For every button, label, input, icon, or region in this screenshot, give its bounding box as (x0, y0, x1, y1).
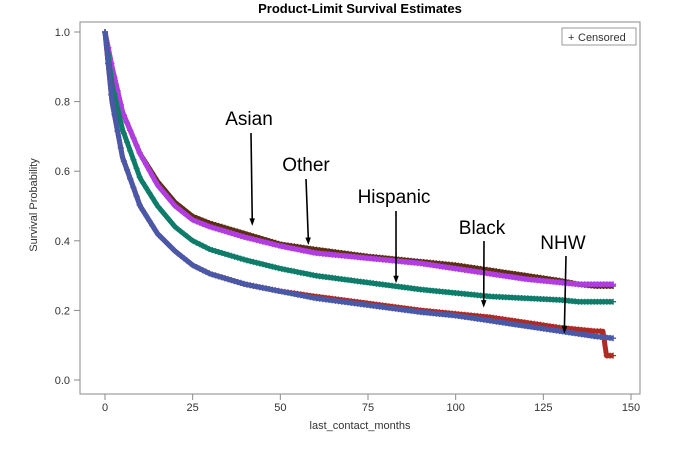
y-tick-label: 0.6 (55, 166, 70, 178)
annotation-arrow-nhw (563, 255, 567, 330)
series-hispanic (102, 29, 617, 305)
annotation-other: Other (282, 155, 330, 176)
annotation-arrowhead-other (305, 237, 311, 246)
x-tick-label: 100 (446, 402, 464, 414)
y-tick-label: 1.0 (55, 27, 70, 39)
annotation-arrow-other (305, 178, 310, 242)
annotation-black: Black (459, 218, 506, 239)
y-tick-label: 0.0 (55, 375, 70, 387)
chart-title: Product-Limit Survival Estimates (258, 1, 462, 16)
legend-label: Censored (578, 32, 626, 44)
legend: + Censored (561, 27, 637, 46)
annotation-arrowhead-asian (249, 218, 255, 226)
series-layer (102, 29, 617, 359)
annotation-asian: Asian (225, 109, 273, 130)
y-tick-label: 0.2 (55, 305, 70, 317)
censor-marks-nhw (102, 29, 617, 342)
annotation-nhw: NHW (540, 233, 585, 254)
y-tick-label: 0.4 (55, 236, 70, 248)
annotations: Asian Other Hispanic Black NHW (225, 109, 586, 334)
x-tick-label: 50 (274, 402, 286, 414)
x-tick-label: 75 (362, 402, 374, 414)
y-tick-label: 0.8 (55, 97, 70, 109)
annotation-arrowhead-nhw (561, 326, 568, 334)
x-tick-label: 150 (622, 402, 640, 414)
x-tick-label: 125 (534, 402, 552, 414)
y-axis-title: Survival Probability (28, 158, 40, 252)
axes: 0 25 50 75 100 125 150 0.0 0.2 0.4 0.6 0.8 1.0 (55, 21, 641, 414)
x-axis-title: last_contact_months (310, 420, 411, 432)
annotation-hispanic: Hispanic (358, 187, 431, 208)
plot-frame (79, 21, 641, 395)
legend-symbol: + (568, 32, 574, 44)
annotation-arrowhead-black (481, 300, 487, 308)
x-tick-label: 25 (187, 402, 199, 414)
series-nhw (102, 29, 617, 342)
x-tick-label: 0 (102, 402, 108, 414)
annotation-arrowhead-hispanic (393, 275, 399, 284)
legend-box (561, 27, 637, 46)
annotation-arrow-asian (250, 132, 254, 222)
